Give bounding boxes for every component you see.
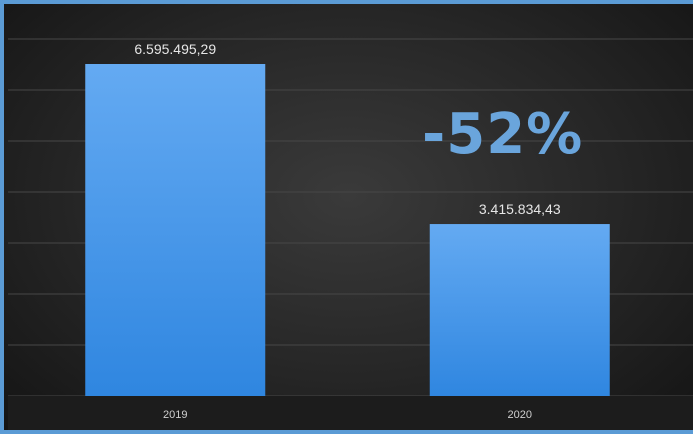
x-tick-label-2019: 2019 [163,409,187,421]
data-label-2020: 3.415.834,43 [479,201,561,217]
bar-chart: 6.595.495,29 3.415.834,43 2019 2020 [8,38,693,430]
change-annotation: -52% [422,102,584,167]
bar-2019 [85,64,266,396]
x-tick-label-2020: 2020 [508,409,532,421]
x-axis: 2019 2020 [8,396,693,430]
bar-2020 [429,224,610,396]
bars [85,64,610,396]
data-labels: 6.595.495,29 3.415.834,43 [134,41,560,217]
data-label-2019: 6.595.495,29 [134,41,216,57]
x-axis-band [8,396,693,430]
